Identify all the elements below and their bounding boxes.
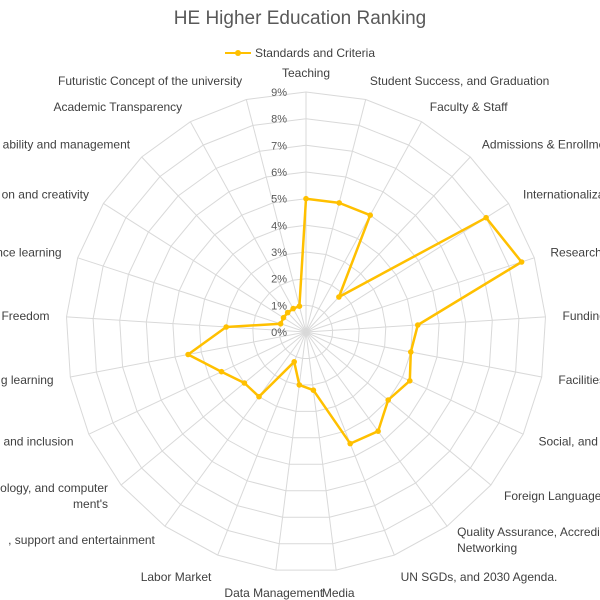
data-point — [415, 322, 421, 328]
grid-spoke — [217, 331, 307, 556]
grid-spoke — [305, 156, 471, 333]
r-tick-label: 5% — [271, 194, 287, 206]
category-label: Faculty & Staff — [430, 100, 508, 114]
category-label: ology, and computer ment's — [0, 481, 108, 511]
legend-label: Standards and Criteria — [254, 45, 376, 60]
data-point — [291, 359, 298, 365]
grid-ring — [119, 144, 493, 518]
grid-spoke — [189, 121, 307, 333]
legend-swatch — [224, 48, 251, 58]
category-label: g learning — [1, 373, 54, 387]
grid-spoke — [66, 316, 307, 333]
data-point — [256, 393, 262, 400]
grid — [65, 91, 547, 571]
grid-spoke — [120, 331, 307, 486]
category-label: Facilities & — [558, 373, 600, 387]
grid-ring — [172, 198, 440, 465]
data-point — [284, 309, 291, 316]
r-tick-label: 1% — [271, 300, 287, 312]
data-point — [277, 321, 284, 327]
r-tick-label: 7% — [271, 140, 287, 152]
data-point — [241, 380, 248, 386]
category-label: ability and management — [3, 138, 131, 152]
r-tick-label: 6% — [271, 167, 287, 179]
grid-ring — [65, 91, 547, 571]
category-label: Media — [322, 586, 355, 600]
category-label: , support and entertainment — [8, 533, 155, 547]
data-point — [407, 378, 413, 384]
grid-spoke — [305, 99, 367, 333]
category-label: Research — [550, 246, 600, 260]
category-label: Teaching — [282, 66, 330, 80]
series-group — [185, 195, 525, 447]
data-point — [518, 259, 525, 265]
data-point — [280, 314, 287, 321]
grid-spoke — [305, 331, 542, 378]
category-label: Foreign Language, a — [504, 489, 600, 503]
data-point — [185, 351, 191, 358]
grid-spoke — [275, 331, 307, 571]
grid-ring — [92, 118, 520, 545]
grid-spoke — [77, 257, 307, 333]
data-point — [290, 305, 297, 312]
grid-spoke — [305, 331, 524, 435]
category-label: Internationalization — [523, 187, 600, 201]
grid-ring — [198, 224, 414, 439]
grid-ring — [225, 251, 387, 412]
legend: Standards and Criteria — [0, 45, 600, 60]
data-point — [296, 303, 303, 310]
grid-spoke — [305, 121, 423, 333]
category-label: Admissions & Enrollment — [482, 138, 600, 152]
grid-spoke — [305, 316, 546, 333]
category-label: Futuristic Concept of the university — [58, 74, 242, 88]
r-tick-label: 0% — [271, 327, 287, 339]
grid-spoke — [305, 331, 337, 571]
chart-title: HE Higher Education Ranking — [173, 8, 427, 29]
grid-spoke — [164, 331, 307, 527]
category-label: Student Success, and Graduation — [370, 74, 549, 88]
grid-spoke — [305, 331, 492, 486]
category-label: on and creativity — [2, 187, 89, 201]
grid-spoke — [245, 99, 307, 333]
data-point — [310, 387, 317, 394]
category-label: Funding, — [563, 309, 600, 323]
data-point — [336, 294, 342, 300]
category-label: Quality Assurance, Accredita Networking — [457, 525, 600, 555]
category-label: Academic Transparency — [53, 100, 182, 114]
data-point — [347, 440, 354, 447]
category-label: and inclusion — [3, 434, 73, 448]
category-label: Freedom — [1, 309, 49, 323]
grid-ring — [145, 171, 467, 492]
grid-spoke — [103, 202, 307, 333]
r-tick-label: 8% — [271, 114, 287, 126]
category-label: Data Management — [224, 586, 323, 600]
r-tick-label: 4% — [271, 220, 287, 232]
data-point — [385, 397, 392, 403]
grid-spoke — [305, 257, 535, 333]
data-point — [336, 200, 343, 206]
category-label: Labor Market — [141, 570, 212, 584]
grid-ring — [252, 278, 360, 386]
data-point — [303, 195, 309, 202]
data-point — [375, 428, 381, 435]
data-point — [218, 368, 225, 375]
data-point — [223, 324, 229, 330]
category-label: UN SGDs, and 2030 Agenda. — [401, 570, 558, 584]
r-tick-label: 2% — [271, 274, 287, 286]
grid-spoke — [141, 156, 307, 333]
r-tick-label: 3% — [271, 247, 287, 259]
data-point — [483, 214, 489, 221]
data-point — [367, 212, 374, 218]
data-point — [296, 382, 303, 388]
category-label: nce learning — [0, 246, 62, 260]
category-label: Social, and Cu — [539, 434, 600, 448]
grid-spoke — [88, 331, 307, 435]
data-point — [408, 349, 414, 355]
r-tick-label: 9% — [271, 87, 287, 99]
